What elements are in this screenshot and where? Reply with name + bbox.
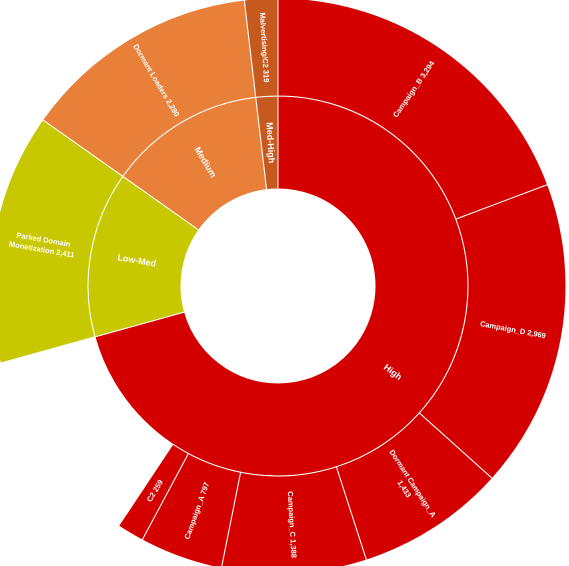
outer-segment-malvertising-c2-319[interactable] xyxy=(243,0,279,98)
inner-label-med-high: Med-High xyxy=(264,122,276,164)
outer-segment-campaign-c-1-388[interactable] xyxy=(221,466,368,566)
outer-label-campaign-c-1-388: Campaign_C 1,388 xyxy=(286,491,299,558)
outer-segment-c2-259[interactable] xyxy=(117,443,190,541)
outer-label-malvertising-c2-319: Malvertising/C2 319 xyxy=(258,12,271,82)
